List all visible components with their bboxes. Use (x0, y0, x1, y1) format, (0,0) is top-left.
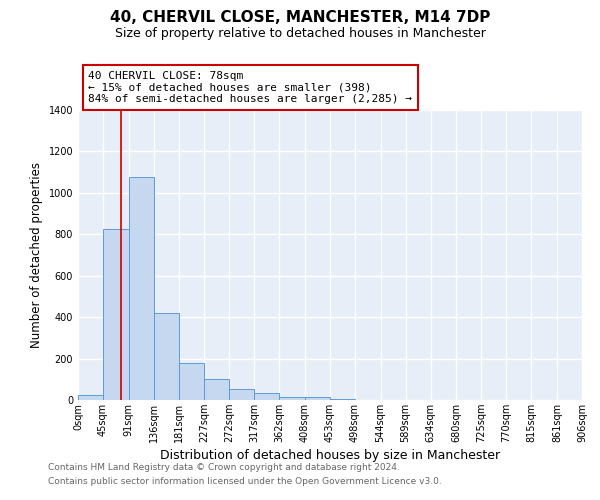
Text: Size of property relative to detached houses in Manchester: Size of property relative to detached ho… (115, 28, 485, 40)
Text: Contains public sector information licensed under the Open Government Licence v3: Contains public sector information licen… (48, 477, 442, 486)
Bar (204, 380, 229, 400)
Bar (154, 313, 179, 400)
Bar (330, 399, 355, 400)
Bar (78, 395, 103, 400)
Bar (229, 388, 254, 400)
Bar (103, 229, 128, 400)
Bar (280, 397, 305, 400)
Bar (254, 393, 280, 400)
Text: Contains HM Land Registry data © Crown copyright and database right 2024.: Contains HM Land Registry data © Crown c… (48, 464, 400, 472)
Bar (179, 362, 204, 400)
Text: 40, CHERVIL CLOSE, MANCHESTER, M14 7DP: 40, CHERVIL CLOSE, MANCHESTER, M14 7DP (110, 10, 490, 25)
Bar (305, 397, 330, 400)
Bar (128, 178, 154, 400)
X-axis label: Distribution of detached houses by size in Manchester: Distribution of detached houses by size … (160, 449, 500, 462)
Y-axis label: Number of detached properties: Number of detached properties (30, 162, 43, 348)
Text: 40 CHERVIL CLOSE: 78sqm
← 15% of detached houses are smaller (398)
84% of semi-d: 40 CHERVIL CLOSE: 78sqm ← 15% of detache… (88, 71, 412, 104)
